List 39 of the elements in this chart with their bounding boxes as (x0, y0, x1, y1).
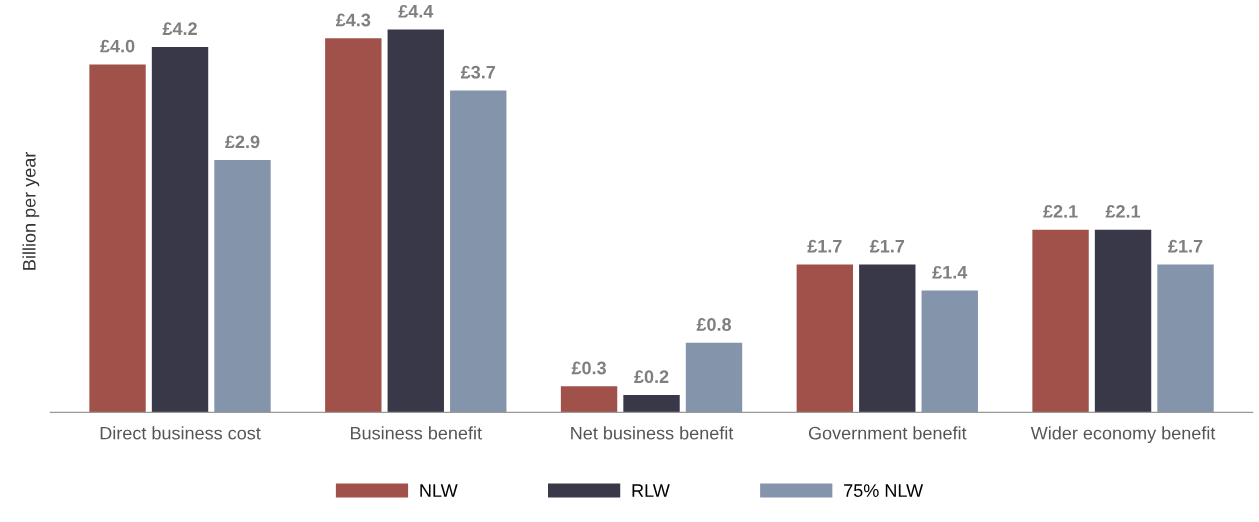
bar (796, 264, 854, 413)
data-label: £0.3 (571, 361, 606, 375)
data-label: £4.4 (398, 4, 434, 18)
data-label: £2.1 (1105, 204, 1141, 218)
x-tick-label: Direct business cost (100, 426, 261, 440)
data-label: £1.4 (932, 265, 968, 279)
bar (151, 46, 209, 413)
data-label: £4.2 (162, 22, 197, 35)
x-tick-label: Net business benefit (571, 426, 734, 440)
bar (387, 29, 444, 413)
x-tick-label: Government benefit (808, 426, 967, 440)
data-label: £2.1 (1043, 204, 1078, 218)
bar (89, 64, 146, 413)
legend-label: 75% NLW (844, 484, 924, 497)
legend-label: RLW (632, 484, 670, 497)
data-label: £0.8 (696, 318, 732, 331)
bar (450, 90, 507, 413)
bar (560, 386, 618, 413)
bar (214, 160, 271, 413)
bar (921, 290, 978, 413)
bar (1032, 229, 1089, 413)
data-label: £2.9 (225, 135, 260, 149)
data-label: £1.7 (807, 239, 842, 253)
data-label: £4.3 (335, 13, 371, 27)
data-label: £1.7 (869, 239, 905, 253)
data-label: £3.7 (460, 65, 496, 79)
data-label: £1.7 (1168, 239, 1203, 253)
bar (1094, 229, 1152, 413)
y-axis-title: Billion per year (22, 151, 40, 270)
bar (685, 342, 743, 413)
bar (325, 38, 382, 413)
data-label: £4.0 (100, 39, 135, 53)
data-label: £0.2 (634, 370, 669, 384)
bar (859, 264, 916, 413)
bar (623, 394, 680, 413)
legend-label: NLW (420, 484, 458, 497)
bar (1157, 264, 1214, 413)
x-tick-label: Business benefit (351, 426, 482, 440)
x-tick-label: Wider economy benefit (1030, 426, 1216, 444)
